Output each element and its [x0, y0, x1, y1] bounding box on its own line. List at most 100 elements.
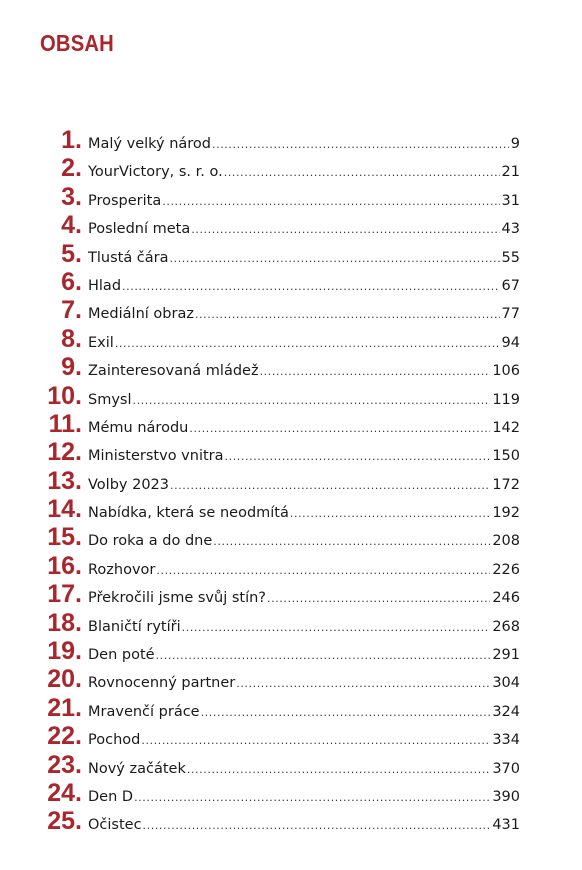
toc-entry-17[interactable]: 17. Překročili jsme svůj stín? 246: [40, 580, 520, 608]
page-number: 43: [501, 221, 520, 238]
chapter-number: 9.: [61, 353, 82, 382]
toc-entry-15[interactable]: 15. Do roka a do dne 208: [40, 523, 520, 551]
dot-leader: [260, 365, 491, 378]
chapter-title: Den poté: [88, 647, 155, 664]
dot-leader: [267, 592, 490, 605]
toc-entry-12[interactable]: 12. Ministerstvo vnitra 150: [40, 438, 520, 466]
chapter-number: 8.: [61, 324, 82, 353]
toc-entry-11[interactable]: 11. Mému národu 142: [40, 410, 520, 438]
toc-entry-10[interactable]: 10. Smysl 119: [40, 382, 520, 410]
chapter-number: 11.: [48, 409, 82, 438]
chapter-title: Exil: [88, 334, 114, 351]
page-number: 192: [492, 505, 520, 522]
dot-leader: [141, 734, 490, 747]
dot-leader: [187, 763, 490, 776]
dot-leader: [195, 308, 500, 321]
dot-leader: [201, 706, 491, 719]
chapter-number: 13.: [47, 466, 82, 495]
toc-entry-2[interactable]: 2. YourVictory, s. r. o. 21: [40, 154, 520, 182]
chapter-title: Mravenčí práce: [88, 703, 200, 720]
dot-leader: [212, 138, 509, 151]
chapter-number: 12.: [47, 438, 82, 467]
chapter-number: 17.: [47, 580, 82, 609]
chapter-title: Smysl: [88, 391, 132, 408]
dot-leader: [170, 479, 490, 492]
toc-entry-22[interactable]: 22. Pochod 334: [40, 722, 520, 750]
toc-entry-25[interactable]: 25. Očistec 431: [40, 807, 520, 835]
chapter-number: 21.: [47, 693, 82, 722]
chapter-title: Rozhovor: [88, 561, 156, 578]
toc-entry-20[interactable]: 20. Rovnocenný partner 304: [40, 665, 520, 693]
toc-entry-5[interactable]: 5. Tlustá čára 55: [40, 240, 520, 268]
toc-entry-7[interactable]: 7. Mediální obraz 77: [40, 296, 520, 324]
toc-entry-3[interactable]: 3. Prosperita 31: [40, 183, 520, 211]
chapter-title: Do roka a do dne: [88, 533, 213, 550]
toc-entry-8[interactable]: 8. Exil 94: [40, 325, 520, 353]
chapter-number: 24.: [47, 778, 82, 807]
chapter-title: Očistec: [88, 817, 142, 834]
dot-leader: [189, 422, 490, 435]
chapter-title: Blaničtí rytíři: [88, 618, 181, 635]
toc-entry-6[interactable]: 6. Hlad 67: [40, 268, 520, 296]
chapter-number: 16.: [47, 551, 82, 580]
chapter-title: Ministerstvo vnitra: [88, 448, 224, 465]
dot-leader: [156, 649, 491, 662]
page-number: 31: [501, 192, 520, 209]
toc-entry-19[interactable]: 19. Den poté 291: [40, 637, 520, 665]
toc-entry-24[interactable]: 24. Den D 390: [40, 779, 520, 807]
page-number: 268: [492, 618, 520, 635]
chapter-title: Zainteresovaná mládež: [88, 363, 259, 380]
page-title: OBSAH: [40, 30, 114, 56]
chapter-number: 10.: [47, 381, 82, 410]
dot-leader: [224, 166, 500, 179]
toc-entry-14[interactable]: 14. Nabídka, která se neodmítá 192: [40, 495, 520, 523]
page-number: 246: [492, 590, 520, 607]
page-number: 142: [492, 419, 520, 436]
chapter-number: 23.: [47, 750, 82, 779]
page-number: 334: [492, 732, 520, 749]
chapter-number: 19.: [47, 637, 82, 666]
page-number: 67: [501, 277, 520, 294]
chapter-title: Malý velký národ: [88, 136, 212, 152]
chapter-title: Překročili jsme svůj stín?: [88, 590, 266, 607]
chapter-number: 6.: [61, 267, 82, 296]
toc-entry-1[interactable]: 1. Malý velký národ 9: [40, 126, 520, 154]
chapter-number: 14.: [47, 495, 82, 524]
toc-entry-16[interactable]: 16. Rozhovor 226: [40, 552, 520, 580]
toc-entry-21[interactable]: 21. Mravenčí práce 324: [40, 694, 520, 722]
page-number: 9: [510, 136, 520, 152]
chapter-number: 18.: [47, 608, 82, 637]
dot-leader: [236, 677, 490, 690]
dot-leader: [213, 535, 490, 548]
dot-leader: [162, 195, 499, 208]
page-number: 21: [501, 164, 520, 181]
chapter-title: Mému národu: [88, 419, 189, 436]
page-number: 324: [492, 703, 520, 720]
dot-leader: [182, 621, 491, 634]
page-number: 304: [492, 675, 520, 692]
dot-leader: [290, 507, 490, 520]
chapter-title: Pochod: [88, 732, 141, 749]
chapter-number: 20.: [47, 665, 82, 694]
page-number: 77: [501, 306, 520, 323]
chapter-title: Nabídka, která se neodmítá: [88, 505, 289, 522]
toc-entry-13[interactable]: 13. Volby 2023 172: [40, 467, 520, 495]
chapter-title: Prosperita: [88, 192, 162, 209]
dot-leader: [143, 819, 491, 832]
chapter-title: Tlustá čára: [88, 249, 169, 266]
chapter-number: 2.: [61, 154, 82, 183]
chapter-title: Nový začátek: [88, 760, 186, 777]
page-number: 208: [492, 533, 520, 550]
page-number: 106: [492, 363, 520, 380]
chapter-title: Den D: [88, 788, 134, 805]
page-number: 370: [492, 760, 520, 777]
toc-entry-23[interactable]: 23. Nový začátek 370: [40, 751, 520, 779]
toc-entry-4[interactable]: 4. Poslední meta 43: [40, 211, 520, 239]
chapter-number: 25.: [47, 807, 82, 836]
page-number: 150: [492, 448, 520, 465]
toc-entry-9[interactable]: 9. Zainteresovaná mládež 106: [40, 353, 520, 381]
toc-entry-18[interactable]: 18. Blaničtí rytíři 268: [40, 609, 520, 637]
chapter-title: Hlad: [88, 277, 122, 294]
dot-leader: [115, 337, 500, 350]
page-number: 119: [492, 391, 520, 408]
